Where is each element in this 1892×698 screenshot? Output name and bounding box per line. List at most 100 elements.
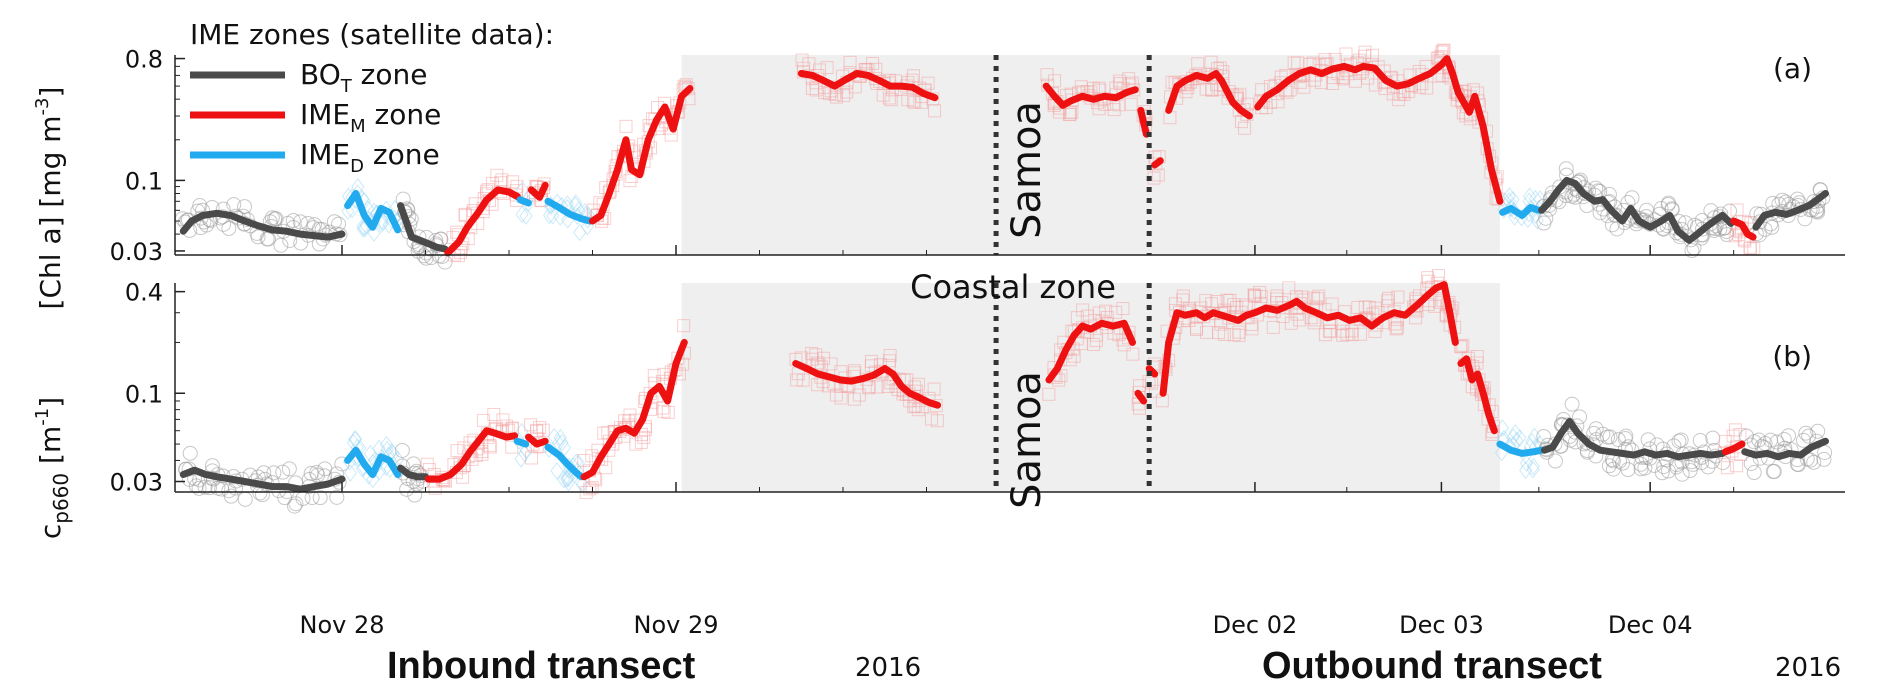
raw-marker — [286, 498, 302, 514]
raw-marker — [1391, 290, 1405, 304]
raw-marker — [1610, 432, 1626, 448]
legend-label-IMEM: IMEM zone — [300, 98, 441, 137]
raw-marker — [1266, 320, 1280, 334]
raw-marker — [221, 220, 237, 236]
raw-marker — [1728, 423, 1742, 437]
raw-marker — [266, 465, 282, 481]
raw-marker — [1227, 298, 1241, 312]
raw-marker — [560, 468, 574, 487]
panel-a-dashed-lines — [993, 55, 1152, 255]
raw-marker — [623, 174, 637, 188]
inbound-year-label: 2016 — [855, 653, 921, 683]
raw-marker — [1109, 305, 1123, 319]
panel-b-series-IMEM-3 — [424, 427, 519, 483]
raw-marker — [1470, 349, 1484, 363]
panel-a-series-BOT-15 — [1538, 176, 1735, 244]
raw-marker — [309, 465, 325, 481]
raw-marker — [1232, 325, 1246, 339]
raw-marker — [1692, 433, 1708, 449]
panel-a-series-IMEM-9 — [1042, 82, 1139, 109]
raw-marker — [555, 433, 569, 452]
raw-marker — [418, 250, 434, 266]
raw-marker — [191, 480, 207, 496]
raw-marker — [1677, 215, 1693, 231]
legend-label-main: BO — [300, 58, 341, 91]
panel-b-series-IMEM-5 — [525, 433, 549, 448]
raw-marker — [1703, 203, 1719, 219]
panel-b-series-IMEM-10 — [1134, 389, 1148, 405]
x-tick-labels: Nov 28 Nov 29 Dec 02 Dec 03 Dec 04 — [299, 611, 1692, 639]
raw-marker — [1504, 199, 1518, 218]
raw-marker — [329, 489, 345, 505]
raw-marker — [1536, 429, 1552, 445]
raw-marker — [830, 90, 844, 104]
panel-a-ylabel: [Chl a] [mg m-3] — [32, 87, 67, 310]
raw-marker — [1671, 433, 1687, 449]
raw-marker — [1526, 457, 1540, 476]
panel-b-ylabel-main: c — [34, 524, 67, 539]
panel-b-series-IMED-1 — [344, 446, 402, 478]
raw-marker — [1306, 291, 1320, 305]
panel-a-series-BOT-0 — [179, 209, 346, 241]
raw-marker — [1336, 324, 1350, 338]
raw-marker — [542, 206, 557, 225]
raw-marker — [483, 438, 497, 452]
panel-a-samoa-label: Samoa — [1004, 101, 1050, 239]
raw-marker — [1684, 243, 1700, 259]
panel-b-y-ticks: 0.03 0.1 0.4 — [110, 279, 185, 497]
raw-marker — [1719, 224, 1735, 240]
raw-marker — [1437, 43, 1451, 57]
raw-marker — [1070, 311, 1084, 325]
raw-marker — [1661, 195, 1677, 211]
raw-marker — [577, 454, 591, 468]
raw-marker — [1238, 121, 1252, 135]
raw-marker — [1271, 95, 1285, 109]
panel-a-series-IMED-6 — [544, 197, 594, 225]
raw-marker — [870, 380, 884, 394]
raw-marker — [1133, 401, 1147, 415]
panel-b-ylabel-end: ] — [34, 397, 67, 408]
panel-b-series-IMEM-12 — [1159, 281, 1459, 397]
raw-marker — [557, 470, 571, 489]
raw-marker — [1519, 454, 1534, 472]
raw-marker — [629, 437, 643, 451]
raw-marker — [1151, 168, 1165, 182]
panel-a-ylabel-main: [Chl a] [mg m — [34, 115, 67, 309]
raw-marker — [453, 246, 467, 260]
raw-marker — [237, 491, 253, 507]
raw-marker — [1336, 328, 1350, 342]
raw-marker — [1223, 293, 1237, 307]
raw-marker — [599, 461, 613, 475]
raw-marker — [1530, 211, 1544, 230]
raw-marker — [1513, 429, 1527, 447]
raw-marker — [1339, 47, 1353, 61]
raw-marker — [1227, 328, 1241, 342]
panel-b-ytick-label-0: 0.03 — [110, 469, 163, 497]
panel-a-series-IMEM-8 — [797, 70, 939, 102]
raw-marker — [292, 214, 308, 230]
legend-label-rest: zone — [366, 98, 442, 131]
panel-b-ylabel: cp660 [m-1] — [32, 397, 73, 539]
raw-marker — [796, 373, 810, 387]
legend: IME zones (satellite data): BOT zoneIMEM… — [190, 18, 554, 177]
legend-label-main: IME — [300, 138, 350, 171]
raw-marker — [1705, 430, 1721, 446]
panel-b-ylabel-sub: p660 — [49, 473, 73, 524]
raw-marker — [1112, 328, 1126, 342]
raw-marker — [809, 83, 823, 97]
raw-marker — [483, 440, 497, 454]
xtick-label-2: Dec 02 — [1213, 611, 1298, 639]
raw-marker — [1189, 322, 1203, 336]
raw-marker — [677, 319, 691, 333]
raw-marker — [1806, 454, 1822, 470]
raw-marker — [1124, 97, 1138, 111]
raw-marker — [1765, 464, 1781, 480]
raw-marker — [182, 445, 198, 461]
raw-marker — [487, 407, 501, 421]
panel-a-series-IMEM-12 — [1165, 70, 1253, 120]
panel-a-series-IMEM-16 — [1730, 217, 1757, 241]
raw-marker — [1382, 291, 1396, 305]
raw-marker — [1293, 313, 1307, 327]
raw-marker — [906, 94, 920, 108]
